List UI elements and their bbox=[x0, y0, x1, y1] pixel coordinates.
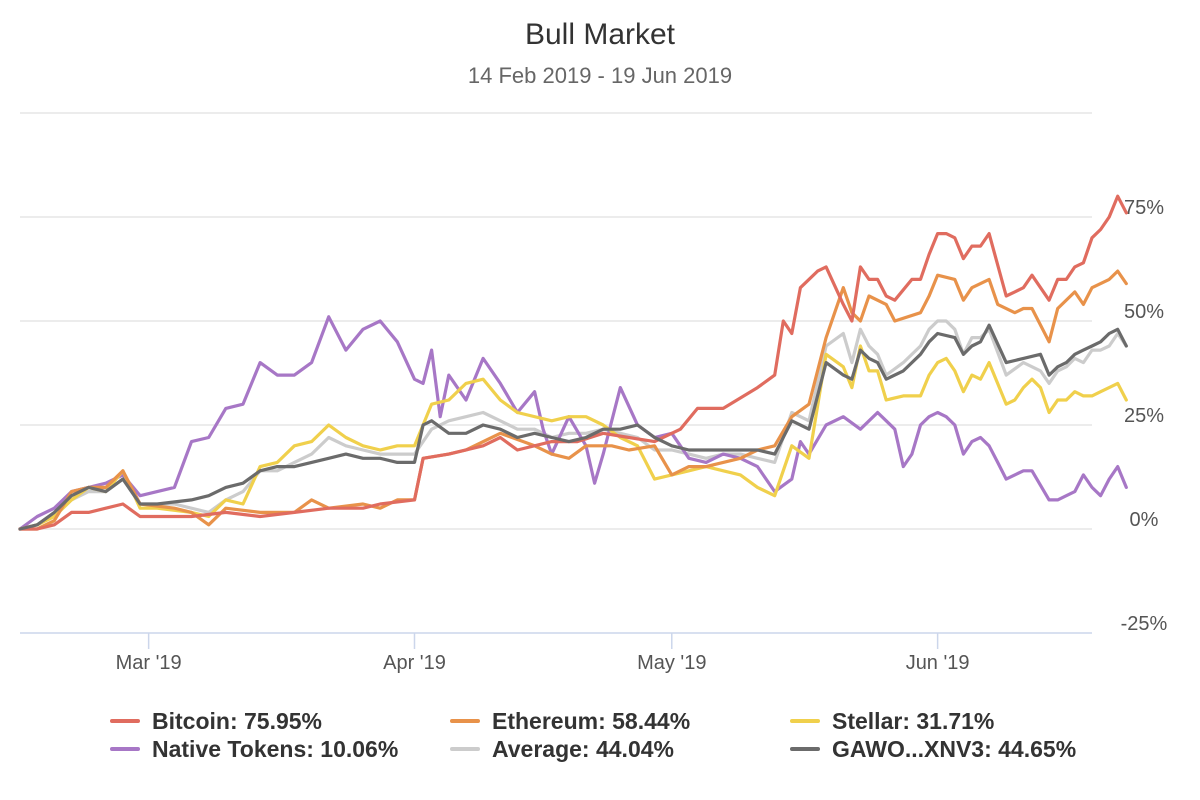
x-tick-label: Jun '19 bbox=[906, 652, 970, 674]
gridlines bbox=[20, 112, 1092, 530]
series-lines bbox=[18, 194, 1128, 531]
legend-item-ethereum[interactable]: Ethereum: 58.44% bbox=[450, 708, 790, 734]
legend-item-stellar[interactable]: Stellar: 31.71% bbox=[790, 708, 1110, 734]
y-tick-label: 50% bbox=[1124, 301, 1164, 323]
y-tick-label: 25% bbox=[1124, 405, 1164, 427]
legend-label: Stellar: 31.71% bbox=[832, 707, 995, 734]
legend-item-gawo-xnv3[interactable]: GAWO...XNV3: 44.65% bbox=[790, 736, 1110, 762]
x-tick-label: Apr '19 bbox=[383, 652, 446, 674]
y-axis-ticks: 75% 50% 25% 0% -25% bbox=[1121, 197, 1168, 635]
y-tick-label: 75% bbox=[1124, 197, 1164, 219]
series-line-ethereum bbox=[18, 269, 1128, 531]
legend-swatch-icon bbox=[450, 747, 480, 751]
legend-item-average[interactable]: Average: 44.04% bbox=[450, 736, 790, 762]
legend-label: GAWO...XNV3: 44.65% bbox=[832, 735, 1077, 762]
legend-label: Native Tokens: 10.06% bbox=[152, 735, 399, 762]
y-tick-label: 0% bbox=[1130, 509, 1159, 531]
legend-label: Average: 44.04% bbox=[492, 735, 674, 762]
series-line-bitcoin bbox=[18, 194, 1128, 531]
y-tick-label: -25% bbox=[1121, 613, 1168, 635]
legend-swatch-icon bbox=[110, 719, 140, 723]
legend-label: Bitcoin: 75.95% bbox=[152, 707, 322, 734]
line-chart: Bull Market 14 Feb 2019 - 19 Jun 2019 75… bbox=[18, 18, 1168, 674]
x-tick-label: Mar '19 bbox=[116, 652, 182, 674]
legend-item-bitcoin[interactable]: Bitcoin: 75.95% bbox=[110, 708, 450, 734]
series-line-native-tokens bbox=[18, 315, 1128, 531]
series-line-gawo-xnv3 bbox=[18, 323, 1128, 531]
legend-swatch-icon bbox=[790, 747, 820, 751]
x-tick-label: May '19 bbox=[637, 652, 706, 674]
chart-subtitle: 14 Feb 2019 - 19 Jun 2019 bbox=[468, 63, 732, 88]
legend-swatch-icon bbox=[790, 719, 820, 723]
series-line-stellar bbox=[18, 344, 1128, 531]
legend-label: Ethereum: 58.44% bbox=[492, 707, 691, 734]
legend-swatch-icon bbox=[450, 719, 480, 723]
legend-swatch-icon bbox=[110, 747, 140, 751]
chart-title: Bull Market bbox=[525, 18, 676, 51]
x-axis-ticks: Mar '19 Apr '19 May '19 Jun '19 bbox=[116, 633, 970, 674]
legend-item-native-tokens[interactable]: Native Tokens: 10.06% bbox=[110, 736, 450, 762]
legend: Bitcoin: 75.95% Ethereum: 58.44% Stellar: … bbox=[110, 708, 1110, 762]
